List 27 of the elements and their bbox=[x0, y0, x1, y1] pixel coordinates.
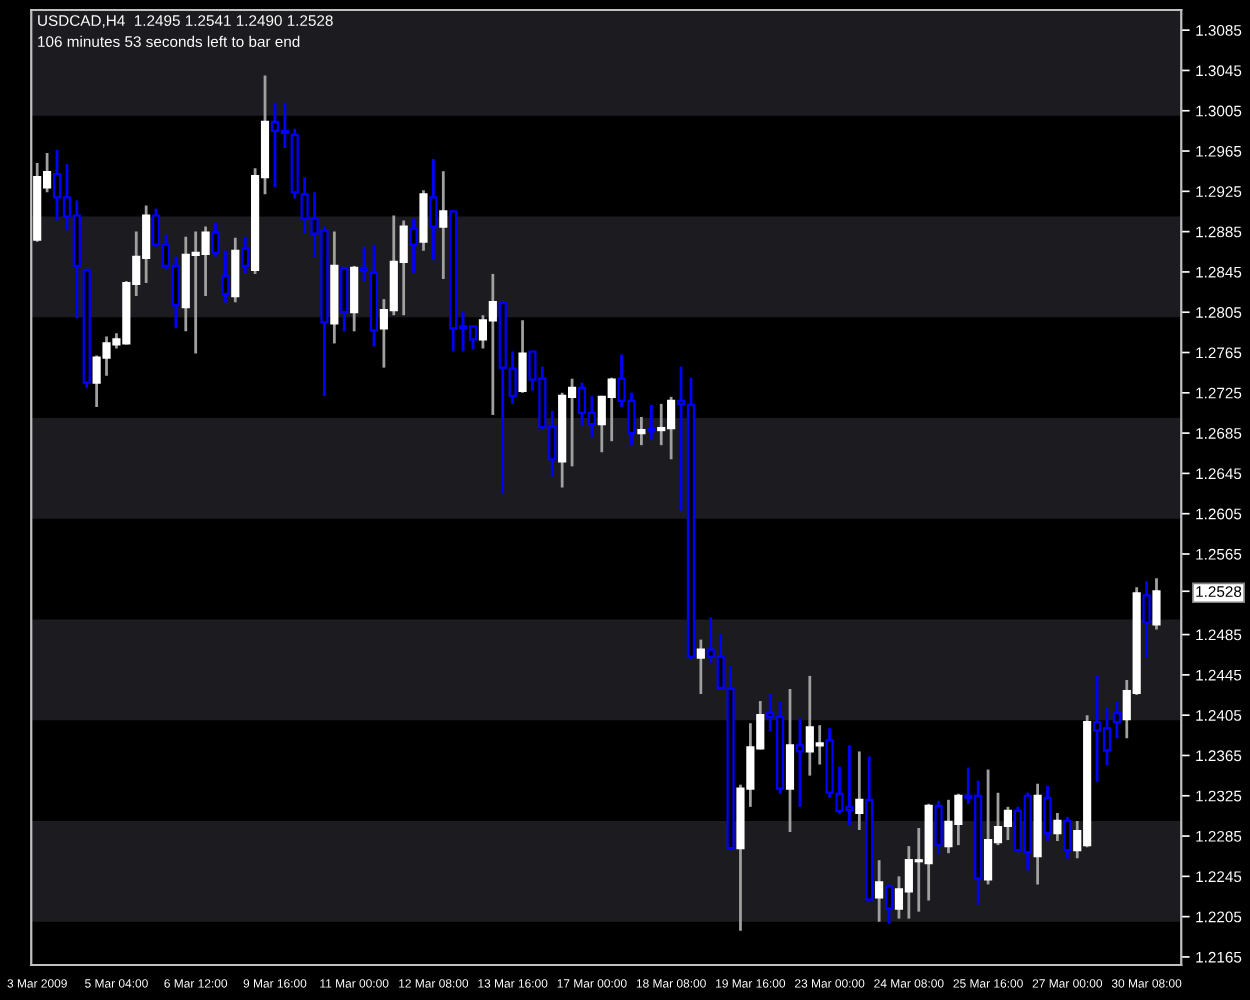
candlestick bbox=[439, 169, 448, 281]
candlestick bbox=[419, 188, 428, 253]
candlestick bbox=[350, 264, 359, 333]
candlestick bbox=[1112, 699, 1121, 740]
candlestick bbox=[1053, 811, 1062, 843]
candlestick bbox=[855, 750, 864, 832]
candlestick bbox=[518, 318, 527, 395]
candlestick bbox=[647, 403, 656, 441]
candlestick bbox=[241, 235, 250, 275]
candlestick bbox=[231, 236, 240, 304]
candlestick bbox=[1152, 576, 1161, 631]
candlestick bbox=[359, 245, 369, 283]
candlestick bbox=[795, 716, 804, 809]
candlestick bbox=[785, 687, 795, 834]
candlestick bbox=[1142, 579, 1151, 660]
candlestick bbox=[884, 883, 894, 926]
candlestick bbox=[429, 157, 438, 262]
candlestick bbox=[934, 799, 943, 856]
candlestick bbox=[637, 415, 646, 447]
candlestick bbox=[875, 858, 884, 924]
candlestick bbox=[696, 638, 705, 696]
candlestick bbox=[1043, 784, 1052, 843]
candlestick bbox=[409, 217, 418, 275]
candlestick bbox=[1063, 815, 1072, 860]
candlestick bbox=[340, 266, 349, 333]
candlestick bbox=[221, 249, 230, 304]
candlestick bbox=[211, 221, 220, 259]
